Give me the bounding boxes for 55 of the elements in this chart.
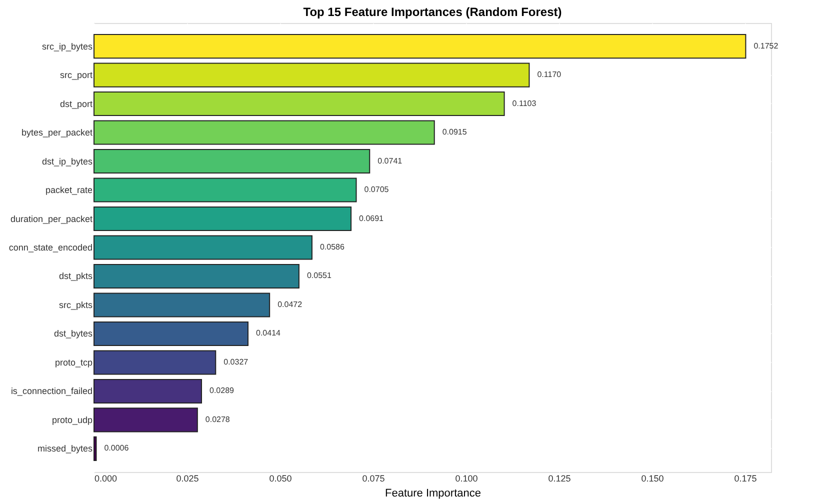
- x-axis-title: Feature Importance: [385, 488, 481, 500]
- y-tick-label: missed_bytes: [37, 444, 93, 454]
- bar: [94, 436, 97, 461]
- y-tick-label: src_ip_bytes: [42, 41, 93, 52]
- data-label: 0.0705: [364, 185, 390, 194]
- y-tick-label: bytes_per_packet: [21, 128, 93, 138]
- x-tick-label: 0.125: [548, 474, 571, 484]
- data-label: 0.0289: [210, 386, 235, 396]
- x-tick-label: 0.000: [94, 474, 118, 484]
- bar: [94, 378, 202, 404]
- data-label: 0.1103: [512, 98, 537, 108]
- data-label: 0.1170: [537, 70, 562, 80]
- bar: [94, 321, 248, 346]
- bar: [94, 264, 300, 289]
- y-tick-label: dst_port: [60, 98, 93, 109]
- y-tick-label: dst_bytes: [54, 328, 93, 339]
- bar: [94, 350, 216, 375]
- data-label: 0.0327: [224, 357, 249, 366]
- bar: [94, 408, 198, 432]
- x-tick-label: 0.175: [734, 474, 757, 484]
- y-tick-label: proto_tcp: [54, 357, 92, 368]
- bar: [94, 292, 270, 318]
- bar: [94, 91, 505, 116]
- data-label: 0.0472: [278, 300, 303, 309]
- data-label: 0.0915: [442, 128, 468, 137]
- data-label: 0.0741: [378, 156, 403, 166]
- x-tick-label: 0.025: [176, 474, 199, 484]
- y-tick-label: dst_pkts: [58, 271, 93, 282]
- y-tick-label: is_connection_failed: [10, 386, 92, 396]
- y-tick-label: dst_ip_bytes: [42, 156, 93, 166]
- y-tick-label: packet_rate: [45, 185, 92, 196]
- x-tick-label: 0.050: [269, 474, 292, 484]
- x-tick-label: 0.100: [455, 474, 478, 484]
- bar: [94, 235, 312, 260]
- data-label: 0.0006: [104, 444, 130, 453]
- y-tick-label: src_port: [60, 70, 93, 80]
- data-label: 0.1752: [754, 41, 779, 50]
- bar: [94, 206, 352, 232]
- bar: [94, 120, 435, 145]
- y-tick-label: src_pkts: [58, 300, 93, 310]
- y-tick-label: duration_per_packet: [10, 214, 93, 224]
- data-label: 0.0691: [359, 214, 384, 223]
- bar: [94, 34, 746, 59]
- bar: [94, 148, 370, 174]
- y-tick-label: proto_udp: [52, 414, 92, 425]
- data-label: 0.0551: [306, 271, 332, 280]
- y-tick-label: conn_state_encoded: [8, 242, 92, 252]
- bar: [94, 62, 530, 88]
- data-label: 0.0278: [205, 414, 230, 424]
- chart-title: Top 15 Feature Importances (Random Forest): [303, 5, 562, 19]
- x-tick-label: 0.075: [362, 474, 385, 484]
- x-tick-label: 0.150: [641, 474, 664, 484]
- bar: [94, 178, 357, 202]
- data-label: 0.0586: [320, 242, 345, 252]
- data-label: 0.0414: [256, 328, 282, 338]
